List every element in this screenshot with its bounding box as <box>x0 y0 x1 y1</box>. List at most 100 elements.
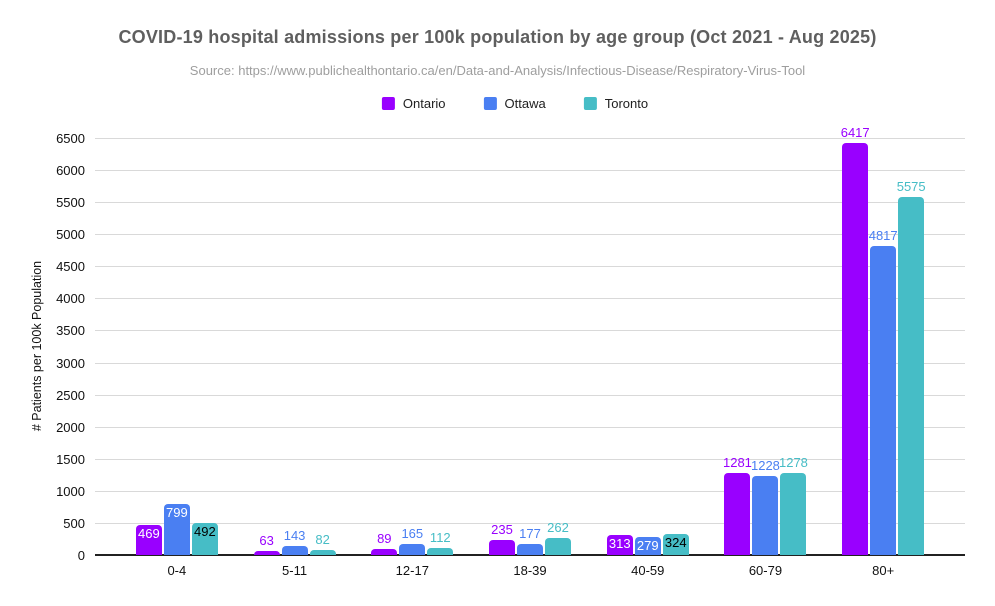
value-label-toronto-18-39: 262 <box>547 520 569 536</box>
y-tick-label-5000: 5000 <box>56 227 85 243</box>
gridline-3000 <box>95 362 965 364</box>
y-tick-label-500: 500 <box>63 515 85 531</box>
y-tick-label-6000: 6000 <box>56 163 85 179</box>
gridline-2500 <box>95 394 965 396</box>
y-tick-label-1500: 1500 <box>56 451 85 467</box>
value-label-toronto-80+: 5575 <box>896 179 926 195</box>
legend-label-toronto: Toronto <box>604 96 649 111</box>
legend-swatch-toronto <box>583 97 597 110</box>
bar-ottawa-40-59[interactable]: 279 <box>634 537 661 555</box>
plot-area: 0 500 1000 1500 2000 2500 3000 3500 4000 4500 5000… <box>56 126 965 578</box>
bar-toronto-80+[interactable] <box>898 197 925 555</box>
value-label-toronto-5-11: 82 <box>315 531 330 547</box>
value-label-ontario-60-79: 1281 <box>722 454 752 470</box>
y-tick-label-0: 0 <box>77 548 85 563</box>
x-category-label-40-59: 40-59 <box>631 563 665 578</box>
bar-toronto-18-39[interactable] <box>545 538 572 555</box>
x-axis-line <box>95 554 965 556</box>
y-tick-label-3500: 3500 <box>56 323 85 339</box>
bar-ontario-80+[interactable] <box>842 143 869 555</box>
bar-ontario-40-59[interactable]: 313 <box>606 534 633 555</box>
gridline-6000 <box>95 170 965 172</box>
gridline-5500 <box>95 202 965 204</box>
gridline-6500 <box>95 138 965 139</box>
bar-ottawa-60-79[interactable] <box>752 476 779 555</box>
bars-5-11 <box>236 545 354 555</box>
bar-ottawa-0-4[interactable]: 799 <box>163 503 190 555</box>
legend-item-ottawa[interactable]: Ottawa <box>483 96 546 111</box>
bars-80+ <box>824 143 942 555</box>
legend-item-ontario[interactable]: Ontario <box>381 96 446 111</box>
bar-toronto-60-79[interactable] <box>780 473 807 555</box>
group-60-79: 1281 1228 1278 60-79 <box>707 138 825 578</box>
legend-label-ontario: Ontario <box>402 96 446 111</box>
legend-swatch-ontario <box>381 97 395 110</box>
value-label-ontario-18-39: 235 <box>491 521 513 537</box>
value-label-toronto-12-17: 112 <box>429 529 451 545</box>
bar-ontario-0-4[interactable]: 469 <box>135 524 162 555</box>
bar-ottawa-18-39[interactable] <box>517 543 544 555</box>
gridline-4000 <box>95 298 965 300</box>
value-label-ottawa-5-11: 143 <box>283 527 306 543</box>
value-label-ontario-0-4: 469 <box>138 525 160 541</box>
group-80+: 6417 4817 5575 80+ <box>824 126 942 578</box>
gridline-5000 <box>95 234 965 236</box>
bars-60-79 <box>707 472 825 555</box>
x-category-label-5-11: 5-11 <box>282 563 308 578</box>
value-label-toronto-60-79: 1278 <box>778 455 808 471</box>
chart-subtitle: Source: https://www.publichealthontario.… <box>189 63 806 78</box>
bar-groups: 469 799 492 0-4 63 143 82 5-11 89 165 112 12-17 235 1… <box>118 126 942 578</box>
group-0-4: 469 799 492 0-4 <box>118 138 236 578</box>
gridline-1500 <box>95 458 965 460</box>
y-tick-label-4500: 4500 <box>56 259 85 275</box>
gridline-3500 <box>95 330 965 332</box>
bars-0-4: 469 799 492 <box>118 503 236 555</box>
bars-40-59: 313 279 324 <box>589 534 707 555</box>
group-18-39: 235 177 262 18-39 <box>471 138 589 578</box>
bar-ottawa-5-11[interactable] <box>281 545 308 555</box>
bar-toronto-12-17[interactable] <box>427 547 454 555</box>
y-axis-title: # Patients per 100k Population <box>30 260 44 432</box>
y-tick-label-4000: 4000 <box>56 291 85 307</box>
value-label-ottawa-60-79: 1228 <box>750 458 780 474</box>
x-category-label-0-4: 0-4 <box>167 563 187 578</box>
x-category-label-60-79: 60-79 <box>748 563 783 578</box>
legend-item-toronto[interactable]: Toronto <box>583 96 649 111</box>
chart-title: COVID-19 hospital admissions per 100k po… <box>118 27 877 47</box>
bar-ottawa-12-17[interactable] <box>399 544 426 555</box>
value-label-toronto-40-59: 324 <box>664 535 687 551</box>
gridline-4500 <box>95 266 965 268</box>
bar-toronto-40-59[interactable]: 324 <box>662 534 689 555</box>
gridline-1000 <box>95 490 965 492</box>
group-12-17: 89 165 112 12-17 <box>353 138 471 578</box>
value-label-toronto-0-4: 492 <box>194 524 216 540</box>
value-label-ontario-5-11: 63 <box>259 532 274 548</box>
legend-swatch-ottawa <box>483 97 497 110</box>
legend: Ontario Ottawa Toronto <box>381 96 649 111</box>
value-label-ontario-80+: 6417 <box>840 125 870 141</box>
y-tick-label-5500: 5500 <box>56 195 85 211</box>
bar-ontario-18-39[interactable] <box>489 539 516 555</box>
bar-ontario-5-11[interactable] <box>253 550 280 555</box>
x-category-label-80+: 80+ <box>872 563 895 578</box>
bar-toronto-5-11[interactable] <box>309 549 336 555</box>
legend-label-ottawa: Ottawa <box>504 96 546 111</box>
gridline-2000 <box>95 426 965 428</box>
x-category-label-12-17: 12-17 <box>395 563 429 578</box>
group-5-11: 63 143 82 5-11 <box>236 138 354 578</box>
value-label-ontario-40-59: 313 <box>608 535 631 551</box>
value-label-ottawa-18-39: 177 <box>519 525 541 541</box>
gridline-500 <box>95 522 965 524</box>
value-label-ottawa-0-4: 799 <box>166 504 188 520</box>
bar-ontario-60-79[interactable] <box>724 472 751 555</box>
group-40-59: 313 279 324 40-59 <box>589 138 707 578</box>
bar-ontario-12-17[interactable] <box>371 549 398 555</box>
value-label-ottawa-40-59: 279 <box>636 538 659 554</box>
bar-ottawa-80+[interactable] <box>870 245 897 555</box>
bar-toronto-0-4[interactable]: 492 <box>191 523 218 555</box>
y-tick-label-2000: 2000 <box>56 419 85 435</box>
y-tick-label-2500: 2500 <box>56 387 85 403</box>
value-label-ottawa-80+: 4817 <box>868 227 898 243</box>
x-category-label-18-39: 18-39 <box>513 563 547 578</box>
